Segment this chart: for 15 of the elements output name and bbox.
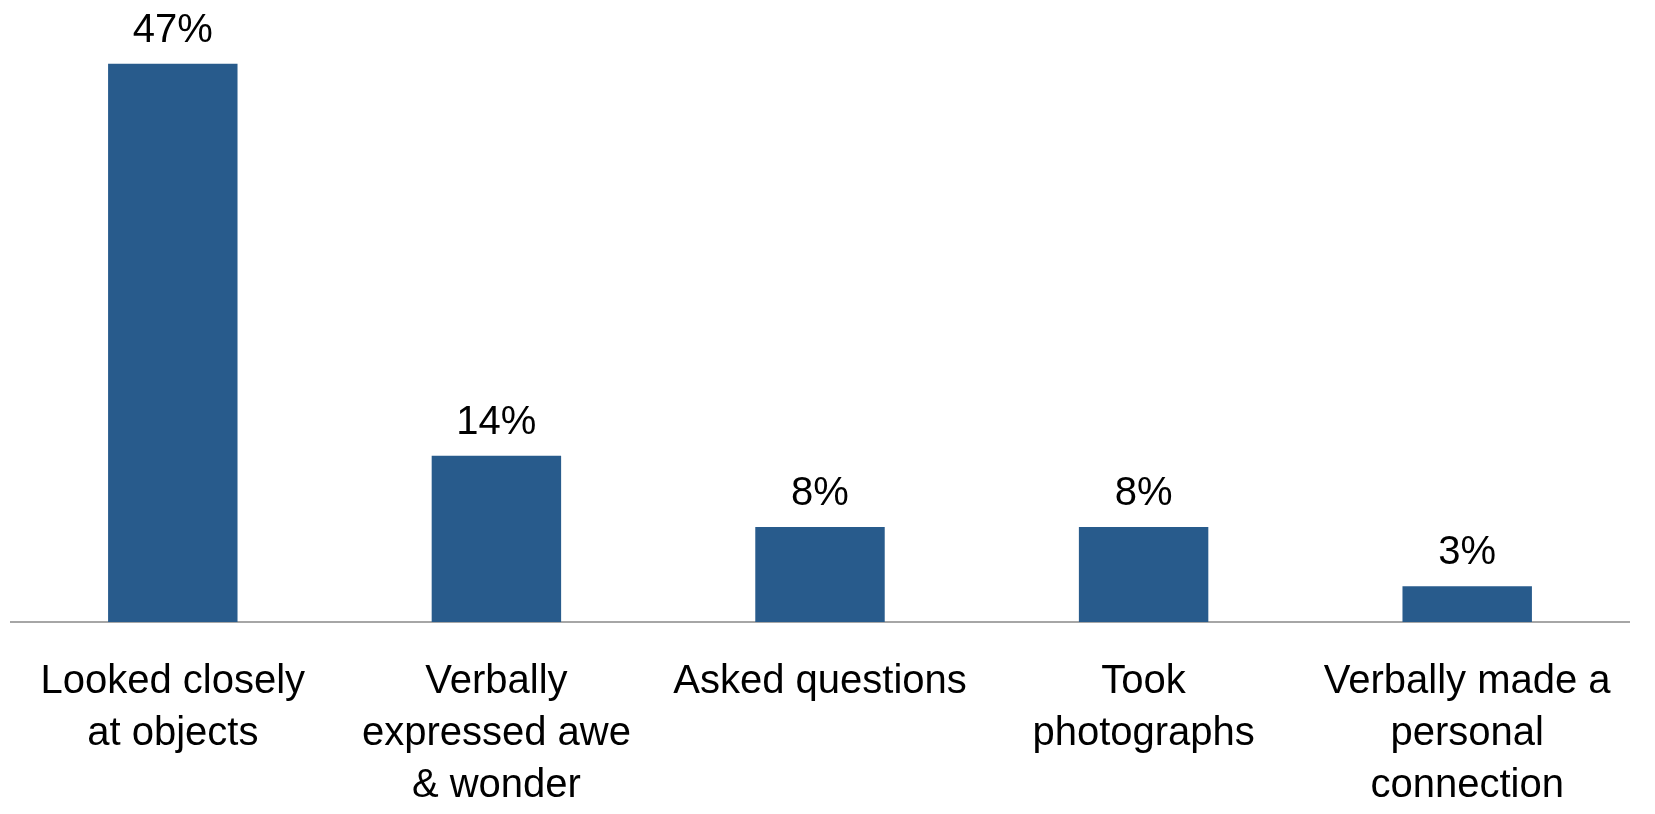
bar: [1078, 526, 1209, 622]
bar: [755, 526, 885, 622]
x-tick-label: Verbally expressed awe & wonder: [361, 657, 631, 806]
data-label: 8%: [791, 468, 849, 513]
data-label: 47%: [132, 5, 213, 50]
x-tick-label: Looked closely at objects: [40, 657, 306, 754]
x-tick-label: Took photographs: [1032, 657, 1255, 754]
x-tick-label: Verbally made a personal connection: [1323, 657, 1612, 806]
x-tick-label: Asked questions: [673, 657, 967, 702]
data-label: 14%: [456, 397, 537, 442]
data-label: 3%: [1438, 528, 1497, 573]
bar: [431, 455, 562, 622]
bar: [108, 63, 238, 622]
data-label: 8%: [1114, 468, 1173, 513]
bar: [1402, 586, 1532, 622]
